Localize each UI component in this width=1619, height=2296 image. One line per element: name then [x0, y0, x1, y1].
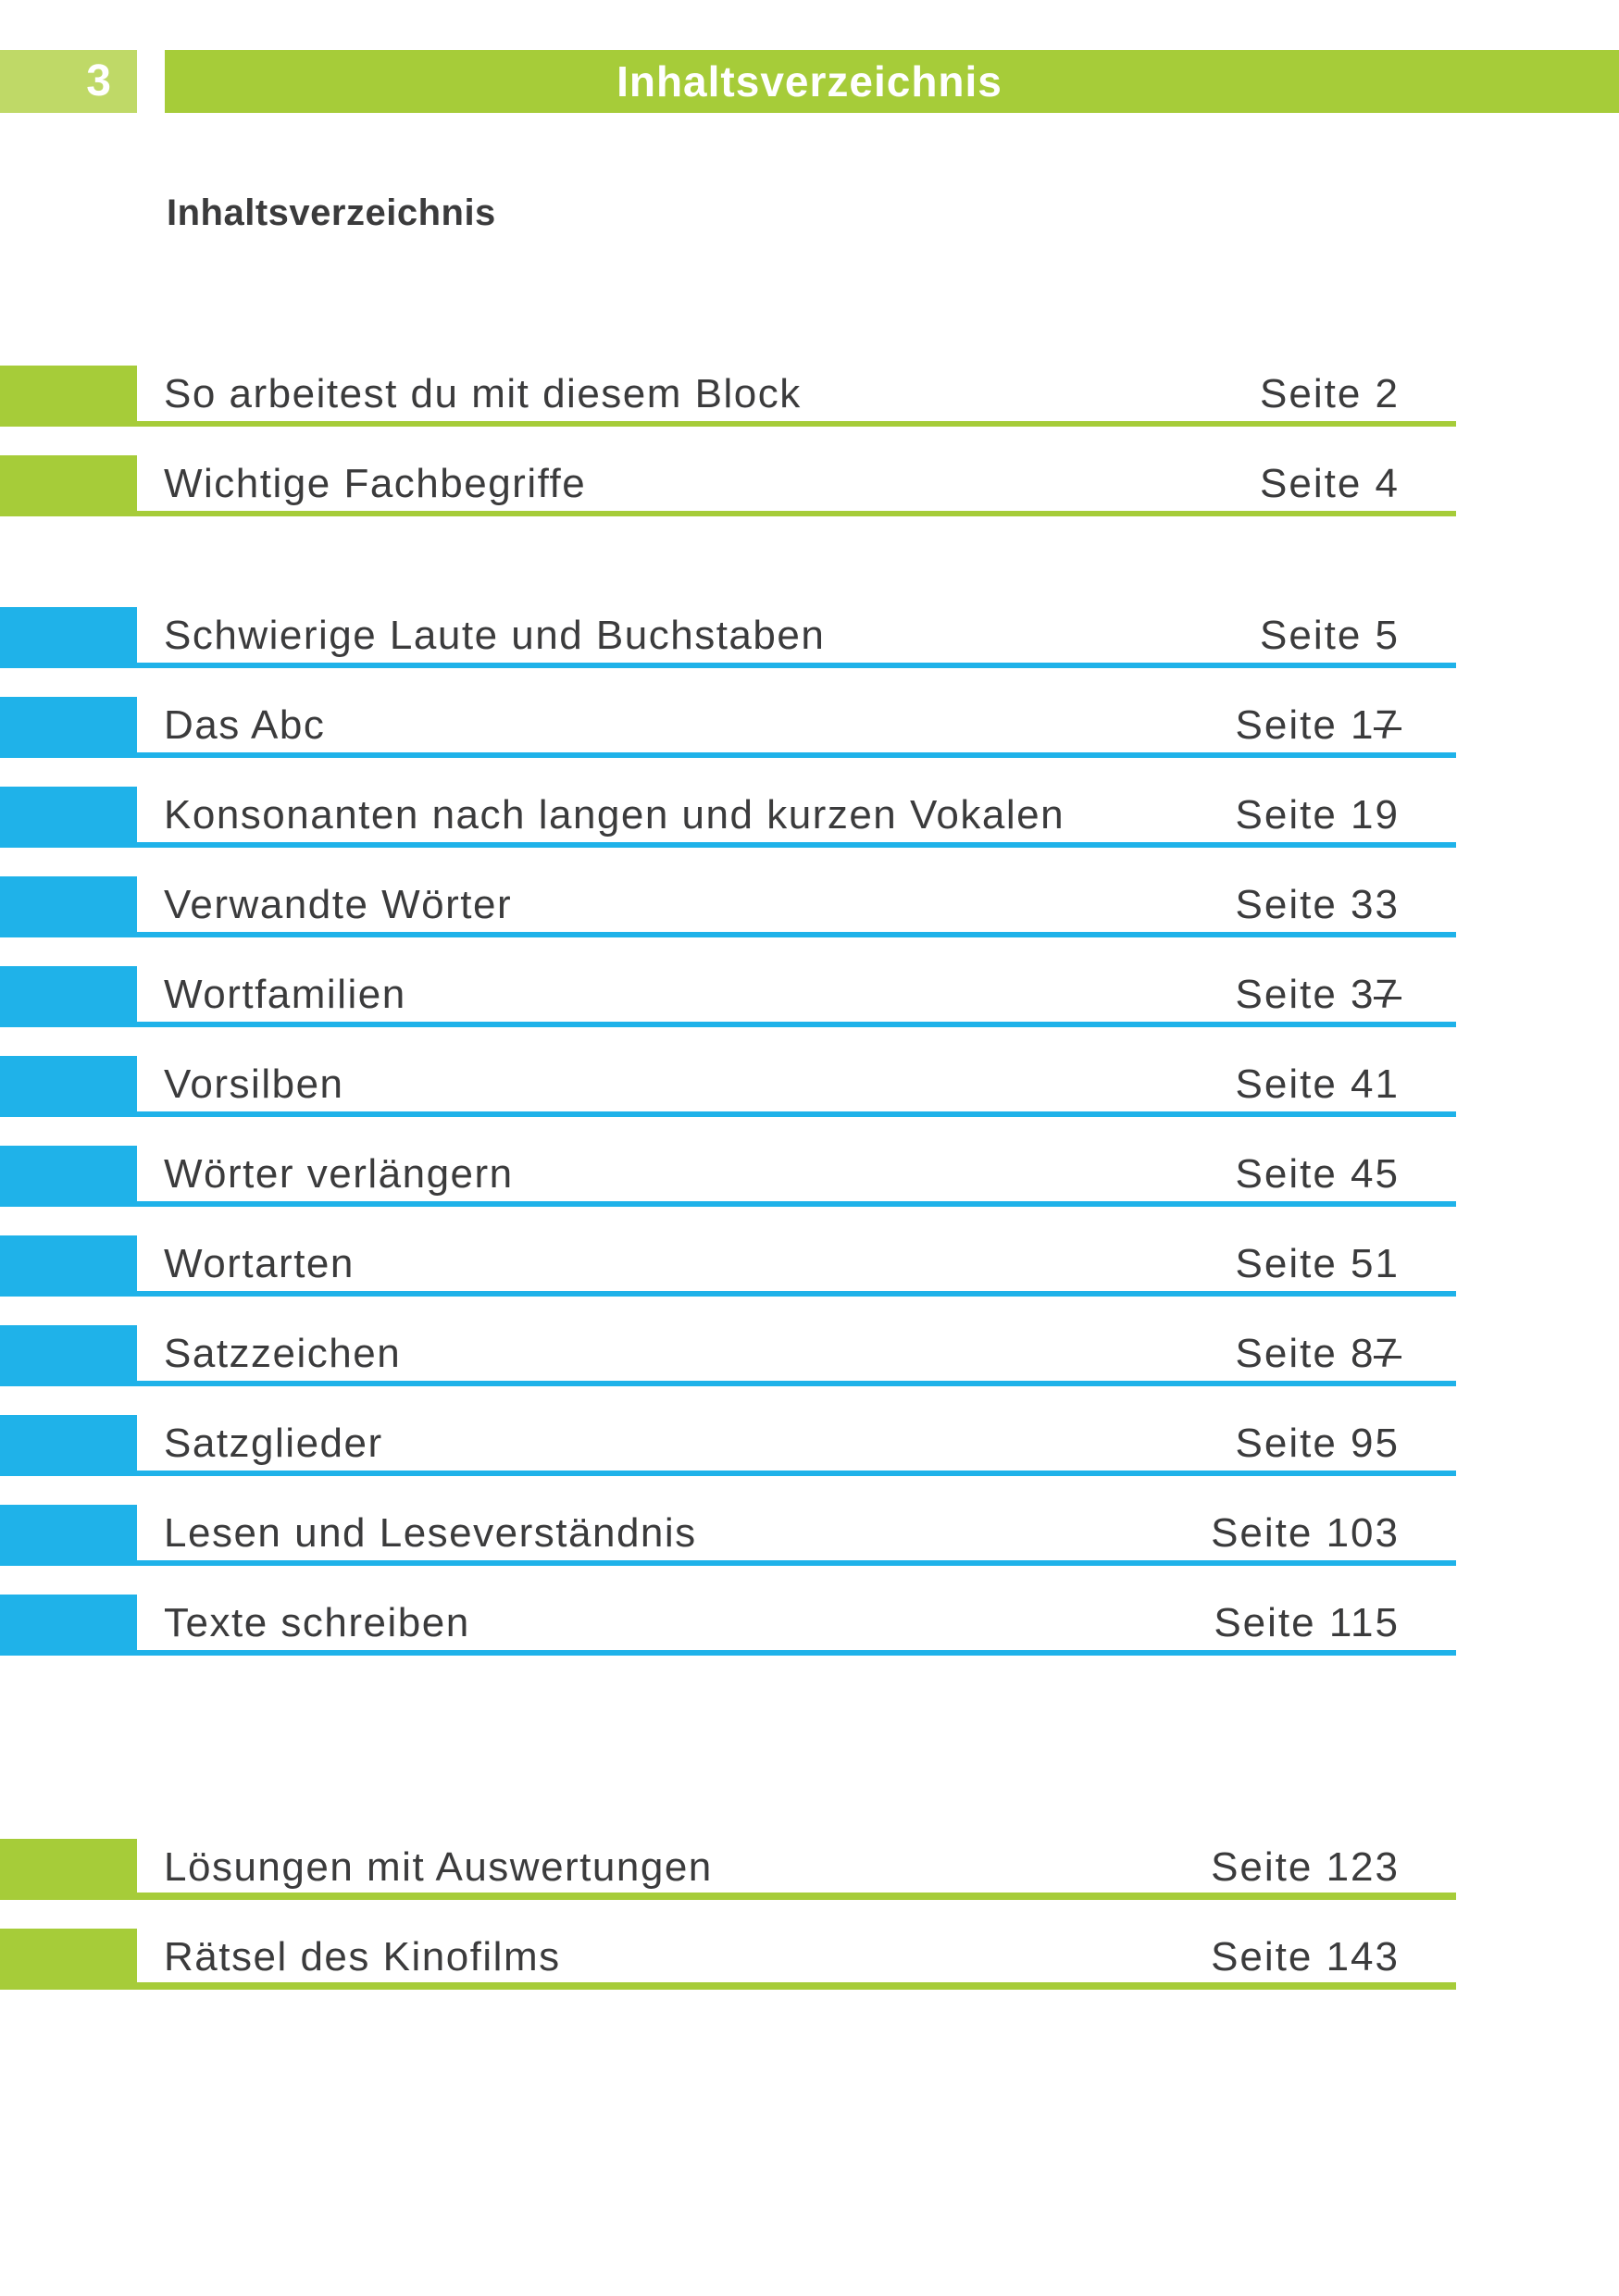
toc-row: Das Abc Seite 17	[0, 697, 1619, 758]
toc-entry-page: Seite 37	[1236, 966, 1402, 1027]
toc-entry-label: Satzglieder	[164, 1421, 383, 1466]
toc-entry-page: Seite 123	[1211, 1844, 1400, 1890]
row-rule	[137, 752, 1456, 758]
toc-entry-label: Lösungen mit Auswertungen	[164, 1844, 713, 1890]
toc-entry-page: Seite 51	[1235, 1241, 1400, 1286]
row-rule	[137, 511, 1456, 516]
row-rule	[137, 1201, 1456, 1207]
toc-row: Vorsilben Seite 41	[0, 1056, 1619, 1117]
row-marker	[0, 1235, 137, 1297]
toc-row: Wortfamilien Seite 37	[0, 966, 1619, 1027]
toc-entry-page: Seite 17	[1236, 697, 1402, 758]
row-marker	[0, 1929, 137, 1990]
row-rule	[137, 1650, 1456, 1656]
toc-row: Wörter verlängern Seite 45	[0, 1146, 1619, 1207]
row-rule	[137, 1982, 1456, 1990]
row-rule	[137, 1560, 1456, 1566]
toc-row: Satzzeichen Seite 87	[0, 1325, 1619, 1386]
toc-row: Schwierige Laute und Buchstaben Seite 5	[0, 607, 1619, 668]
toc-entry-page: Seite 4	[1260, 461, 1400, 506]
row-rule	[137, 1471, 1456, 1476]
row-rule	[137, 421, 1456, 427]
row-marker	[0, 697, 137, 758]
toc-entry-label: Wortarten	[164, 1241, 355, 1286]
row-rule	[137, 1111, 1456, 1117]
toc-entry-page: Seite 33	[1235, 882, 1400, 927]
row-marker	[0, 366, 137, 427]
toc-row: Wichtige Fachbegriffe Seite 4	[0, 455, 1619, 516]
row-marker	[0, 1415, 137, 1476]
toc-entry-label: So arbeitest du mit diesem Block	[164, 371, 802, 416]
row-marker	[0, 1839, 137, 1900]
toc-entry-label: Texte schreiben	[164, 1600, 470, 1645]
page-number-badge: 3	[0, 50, 137, 113]
toc-row: Rätsel des Kinofilms Seite 143	[0, 1929, 1619, 1990]
row-rule	[137, 1291, 1456, 1297]
toc-entry-label: Wörter verlängern	[164, 1151, 514, 1197]
row-marker	[0, 1595, 137, 1656]
row-rule	[137, 1381, 1456, 1386]
toc-row: Texte schreiben Seite 115	[0, 1595, 1619, 1656]
row-marker	[0, 1146, 137, 1207]
toc-entry-page: Seite 95	[1235, 1421, 1400, 1466]
toc-entry-label: Rätsel des Kinofilms	[164, 1934, 561, 1980]
toc-entry-label: Schwierige Laute und Buchstaben	[164, 613, 826, 658]
toc-entry-page: Seite 41	[1235, 1061, 1400, 1107]
toc-entry-page: Seite 5	[1260, 613, 1400, 658]
toc-row: Lesen und Leseverständnis Seite 103	[0, 1505, 1619, 1566]
toc-row: So arbeitest du mit diesem Block Seite 2	[0, 366, 1619, 427]
toc-entry-label: Verwandte Wörter	[164, 882, 513, 927]
toc-row: Wortarten Seite 51	[0, 1235, 1619, 1297]
row-rule	[137, 663, 1456, 668]
toc-entry-page: Seite 115	[1214, 1600, 1400, 1645]
header-bar	[165, 50, 1619, 113]
row-rule	[137, 842, 1456, 848]
row-marker	[0, 876, 137, 937]
toc-entry-page: Seite 2	[1260, 371, 1400, 416]
toc-entry-page: Seite 143	[1211, 1934, 1400, 1980]
section-heading: Inhaltsverzeichnis	[167, 192, 496, 233]
toc-entry-page: Seite 87	[1236, 1325, 1402, 1386]
toc-entry-page: Seite 103	[1211, 1510, 1400, 1556]
toc-entry-page: Seite 45	[1235, 1151, 1400, 1197]
toc-row: Verwandte Wörter Seite 33	[0, 876, 1619, 937]
toc-row: Konsonanten nach langen und kurzen Vokal…	[0, 787, 1619, 848]
row-marker	[0, 455, 137, 516]
row-marker	[0, 607, 137, 668]
toc-entry-page: Seite 19	[1235, 792, 1400, 838]
toc-entry-label: Konsonanten nach langen und kurzen Vokal…	[164, 792, 1065, 838]
toc-entry-label: Das Abc	[164, 702, 326, 748]
toc-row: Satzglieder Seite 95	[0, 1415, 1619, 1476]
toc-entry-label: Lesen und Leseverständnis	[164, 1510, 697, 1556]
toc-entry-label: Wichtige Fachbegriffe	[164, 461, 587, 506]
row-marker	[0, 1325, 137, 1386]
row-marker	[0, 787, 137, 848]
row-rule	[137, 1893, 1456, 1900]
row-marker	[0, 966, 137, 1027]
row-marker	[0, 1505, 137, 1566]
toc-entry-label: Wortfamilien	[164, 972, 406, 1017]
row-marker	[0, 1056, 137, 1117]
toc-entry-label: Satzzeichen	[164, 1331, 402, 1376]
toc-row: Lösungen mit Auswertungen Seite 123	[0, 1839, 1619, 1900]
row-rule	[137, 1022, 1456, 1027]
header-title: Inhaltsverzeichnis	[616, 57, 1003, 105]
toc-entry-label: Vorsilben	[164, 1061, 344, 1107]
row-rule	[137, 932, 1456, 937]
